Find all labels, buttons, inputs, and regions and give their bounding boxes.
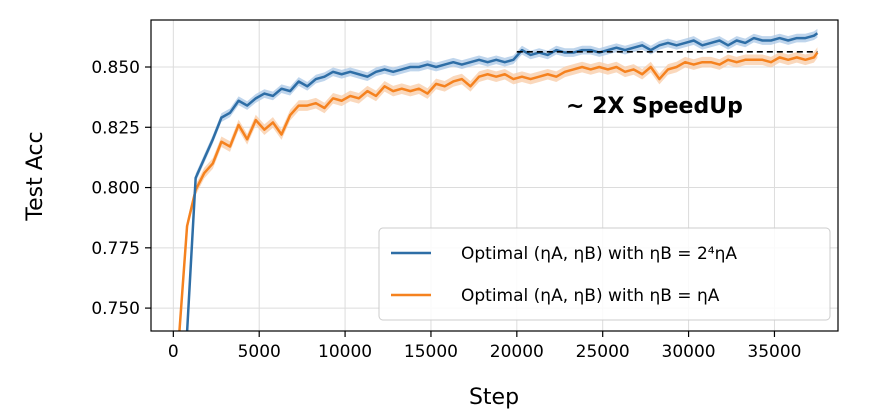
y-tick-label: 0.775 — [91, 239, 140, 259]
legend-box — [378, 227, 831, 321]
plot-frame — [150, 19, 839, 332]
speedup-annotation: ~ 2X SpeedUp — [566, 94, 743, 119]
x-tick-label: 35000 — [747, 342, 801, 362]
x-tick-label: 20000 — [490, 342, 544, 362]
y-tick-label: 0.750 — [91, 299, 140, 319]
x-tick-label: 10000 — [318, 342, 372, 362]
legend-entry-1: Optimal (ηA, ηB) with ηB = ηA — [461, 286, 720, 306]
x-tick-label: 30000 — [662, 342, 716, 362]
y-tick-label: 0.850 — [91, 58, 140, 78]
legend: Optimal (ηA, ηB) with ηB = 2⁴ηA Optimal … — [378, 227, 831, 321]
x-axis-label: Step — [469, 385, 519, 410]
legend-entry-0: Optimal (ηA, ηB) with ηB = 2⁴ηA — [461, 244, 737, 264]
y-tick-label: 0.825 — [91, 118, 140, 138]
x-tick-label: 5000 — [238, 342, 281, 362]
x-tick-label: 0 — [168, 342, 179, 362]
series-line-0 — [185, 32, 819, 331]
x-tick-label: 15000 — [404, 342, 458, 362]
series-line-1 — [178, 51, 819, 331]
y-tick-label: 0.800 — [91, 179, 140, 199]
axis-ticks: 0 5000 10000 15000 20000 25000 30000 35000 0.750… — [91, 58, 801, 362]
x-tick-label: 25000 — [576, 342, 630, 362]
y-axis-label: Test Acc — [23, 131, 48, 221]
series-lines — [178, 32, 819, 331]
